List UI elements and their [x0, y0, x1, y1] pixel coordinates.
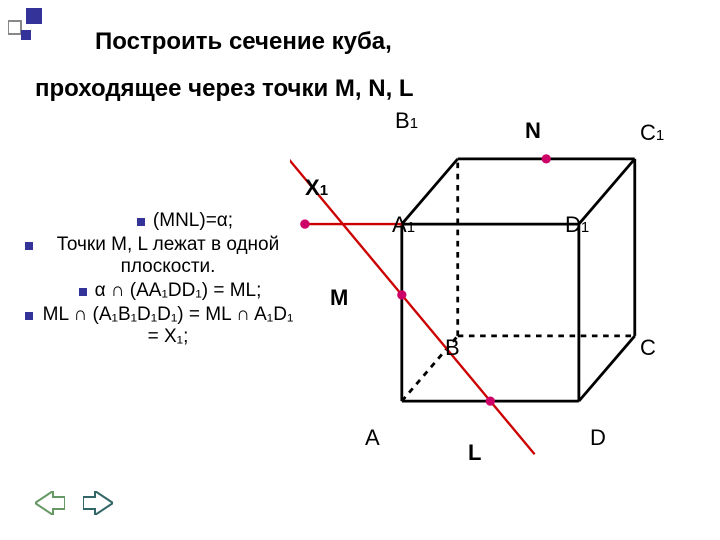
back-icon[interactable] [35, 491, 65, 515]
vertex-label-L: L [468, 440, 481, 466]
title-line1: Построить сечение куба, [95, 28, 392, 56]
list-item-text: α ∩ (AA₁DD₁) = ML; [95, 280, 262, 302]
cube-diagram: A D B C A1 D1 B1 C1 M L N X1 [290, 90, 700, 470]
vertex-label-B: B [445, 335, 460, 361]
bullet-icon [25, 312, 33, 320]
vertex-label-M: M [330, 285, 348, 311]
vertex-label-C1: C1 [640, 120, 664, 146]
bullet-icon [79, 288, 87, 296]
vertex-label-N: N [525, 118, 541, 144]
list-item: ML ∩ (A₁B₁D₁D₁) = ML ∩ A₁D₁ = X₁; [25, 304, 295, 348]
list-item-text: (MNL)=α; [153, 210, 233, 232]
list-item-text: Точки M, L лежат в одной плоскости. [41, 234, 295, 278]
list-item: Точки M, L лежат в одной плоскости. [25, 234, 295, 278]
forward-icon[interactable] [83, 491, 113, 515]
header-accent [8, 8, 58, 63]
list-item: α ∩ (AA₁DD₁) = ML; [25, 280, 295, 302]
vertex-label-A1: A1 [392, 212, 415, 238]
bullet-icon [25, 242, 33, 250]
vertex-label-X1: X1 [305, 175, 328, 201]
vertex-label-D: D [590, 425, 606, 451]
list-item-text: ML ∩ (A₁B₁D₁D₁) = ML ∩ A₁D₁ = X₁; [41, 304, 295, 348]
vertex-label-A: A [365, 425, 380, 451]
vertex-label-C: C [640, 335, 656, 361]
step-list: (MNL)=α; Точки M, L лежат в одной плоско… [25, 210, 295, 350]
vertex-label-D1: D1 [565, 212, 589, 238]
bullet-icon [137, 218, 145, 226]
vertex-label-B1: B1 [395, 108, 418, 134]
list-item: (MNL)=α; [25, 210, 295, 232]
nav-controls [35, 491, 113, 515]
